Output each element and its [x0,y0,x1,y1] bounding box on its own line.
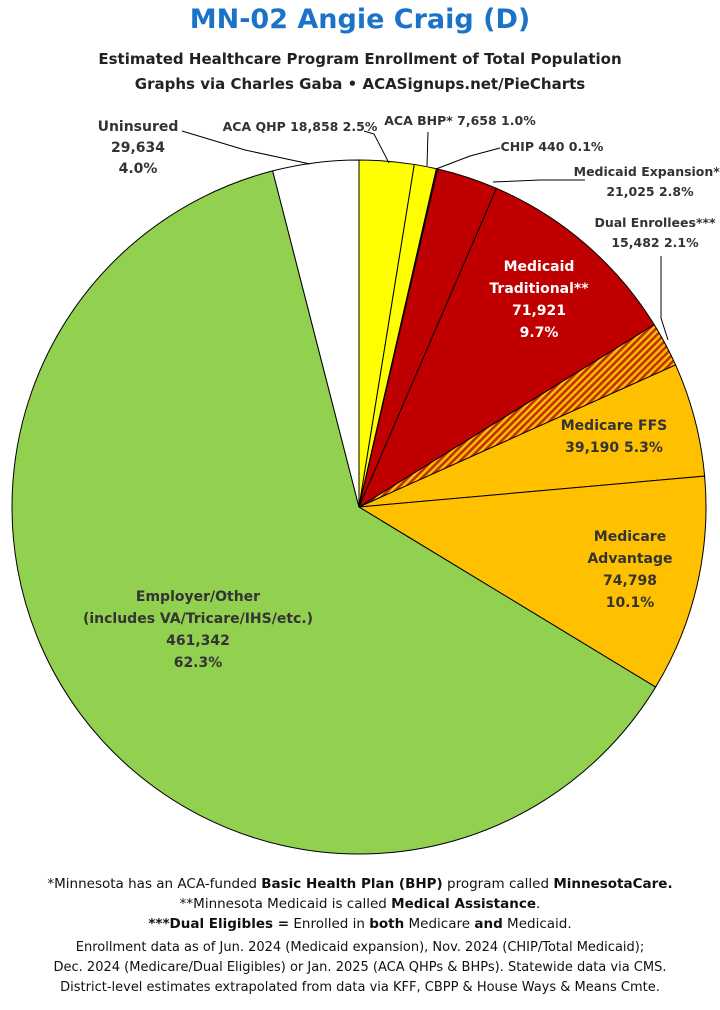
chart-subtitle: Estimated Healthcare Program Enrollment … [98,50,622,68]
data-label-employer-other: 461,342 [166,633,230,649]
data-label-aca-bhp: ACA BHP* 7,658 1.0% [384,113,536,128]
data-label-employer-other: Employer/Other [136,589,260,605]
data-label-medicaid-traditional: Traditional** [489,281,589,297]
data-label-aca-qhp: ACA QHP 18,858 2.5% [223,119,378,134]
data-label-medicaid-expansion: 21,025 2.8% [606,184,694,199]
pie-slice-employer-other [11,170,657,855]
data-label-dual-enrollees: 15,482 2.1% [611,235,699,250]
source-notes: Enrollment data as of Jun. 2024 (Medicai… [0,938,720,998]
leader-line-aca-bhp [426,131,429,167]
data-label-medicaid-traditional: 9.7% [520,325,559,341]
footnote-medicaid: **Minnesota Medicaid is called Medical A… [179,896,541,912]
data-label-medicare-ffs: Medicare FFS [561,418,667,434]
pie-slice-medicare-advantage [357,475,707,688]
leader-line-dual-enrollees [660,256,669,341]
pie-chart: ACA QHP 18,858 2.5% ACA BHP* 7,658 1.0% CH… [11,113,720,855]
leader-line-uninsured [181,130,311,165]
data-label-employer-other: (includes VA/Tricare/IHS/etc.) [83,611,313,627]
page-title: MN-02 Angie Craig (D) [189,4,531,35]
leader-line-medicaid-expansion [492,179,585,183]
source-line: District-level estimates extrapolated fr… [60,980,660,995]
data-label-uninsured: 29,634 [111,140,165,156]
data-label-medicare-advantage: 74,798 [603,573,657,589]
leader-line-chip [435,147,501,170]
data-label-dual-enrollees: Dual Enrollees*** [594,215,716,230]
data-label-employer-other: 62.3% [174,655,223,671]
data-label-medicare-advantage: Medicare [594,529,666,545]
data-label-uninsured: 4.0% [119,161,158,177]
pie-slice-uninsured [272,159,360,508]
data-label-medicare-advantage: Advantage [587,551,672,567]
data-label-medicare-ffs: 39,190 5.3% [565,440,663,456]
footnotes: *Minnesota has an ACA-funded Basic Healt… [0,874,720,934]
source-line: Enrollment data as of Jun. 2024 (Medicai… [75,940,645,955]
data-label-medicaid-expansion: Medicaid Expansion** [574,164,720,179]
pie-slice-medicaid-traditional [357,187,655,509]
data-label-medicaid-traditional: 71,921 [512,303,566,319]
data-label-chip: CHIP 440 0.1% [501,139,604,154]
data-label-medicaid-traditional: Medicaid [504,259,575,275]
data-label-medicare-advantage: 10.1% [606,595,655,611]
source-line: Dec. 2024 (Medicare/Dual Eligibles) or J… [53,960,667,975]
footnote-bhp: *Minnesota has an ACA-funded Basic Healt… [47,876,673,892]
leader-line-aca-qhp [363,130,390,164]
chart-credit: Graphs via Charles Gaba • ACASignups.net… [134,75,586,93]
footnote-dual: ***Dual Eligibles = Enrolled in both Med… [148,916,572,932]
data-label-uninsured: Uninsured [98,119,179,135]
